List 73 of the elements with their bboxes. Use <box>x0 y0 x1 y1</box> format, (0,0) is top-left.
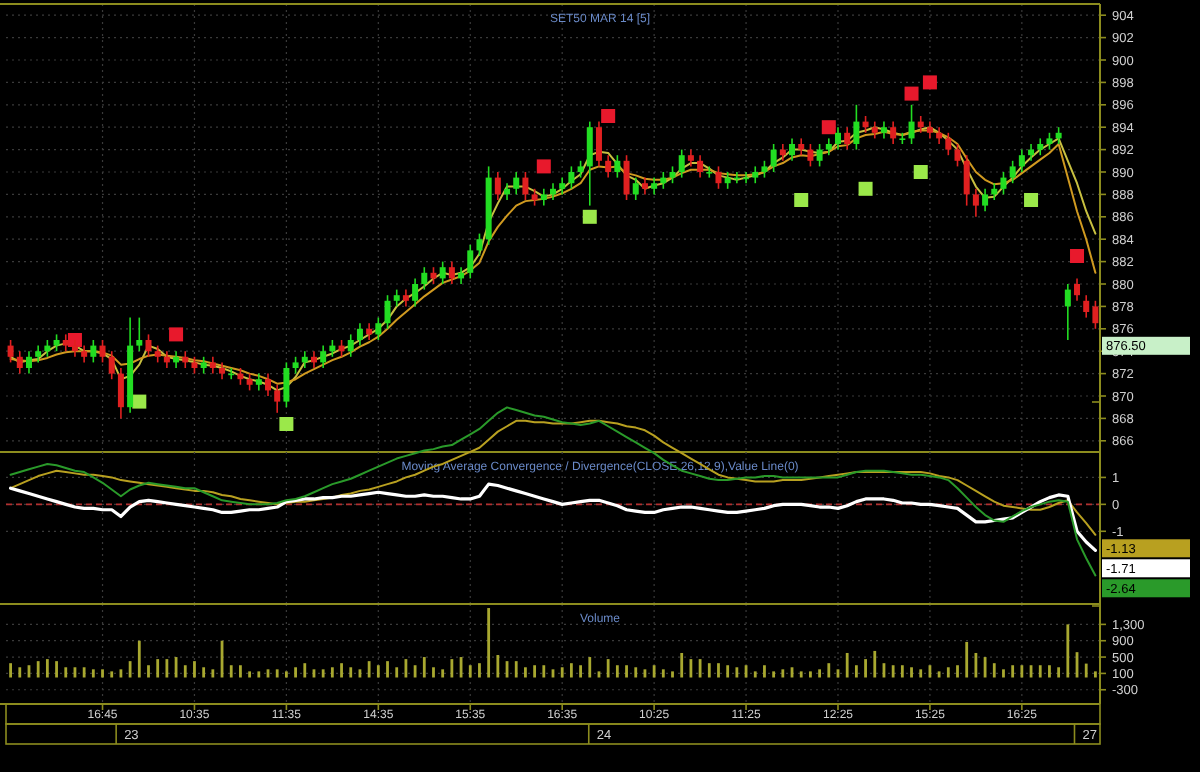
candlestick <box>356 322 363 347</box>
line-series <box>9 482 1097 552</box>
candlestick <box>375 316 382 341</box>
point <box>794 193 809 207</box>
candlestick <box>954 143 961 168</box>
point <box>922 75 937 90</box>
point <box>169 327 184 342</box>
candlestick <box>7 339 14 364</box>
candlestick <box>439 260 446 285</box>
candlestick <box>972 188 979 218</box>
point <box>279 417 294 431</box>
candlestick <box>1074 277 1081 302</box>
candlestick <box>522 171 529 201</box>
candlestick <box>853 104 860 151</box>
point <box>536 159 551 174</box>
candlestick <box>145 333 152 358</box>
candlestick <box>614 154 621 179</box>
candlestick <box>320 344 327 369</box>
candlestick <box>274 384 281 414</box>
candlestick <box>16 350 23 375</box>
candlestick <box>108 350 115 380</box>
candlestick <box>605 154 612 179</box>
candlestick <box>1064 283 1071 341</box>
point <box>821 120 836 135</box>
point <box>1070 249 1085 263</box>
point <box>601 109 616 123</box>
line-series <box>9 406 1097 577</box>
candlestick <box>513 171 520 196</box>
candlestick <box>632 176 639 201</box>
candlestick <box>568 165 575 190</box>
candlestick <box>1000 171 1007 196</box>
candlestick <box>1083 294 1090 319</box>
candlestick <box>908 104 915 145</box>
candlestick <box>421 266 428 291</box>
candlestick <box>945 132 952 156</box>
candlestick <box>265 372 272 397</box>
candlestick <box>706 165 713 179</box>
point <box>582 209 597 224</box>
candlestick <box>90 339 97 364</box>
candlestick <box>678 148 685 179</box>
candlestick <box>136 316 143 352</box>
candlestick <box>816 143 823 168</box>
candlestick <box>448 260 455 285</box>
candlestick <box>770 143 777 173</box>
line-series <box>9 419 1097 536</box>
point <box>904 86 919 101</box>
candlestick <box>467 244 474 280</box>
candlestick <box>586 120 593 207</box>
point <box>1024 193 1039 207</box>
candlestick <box>807 143 814 168</box>
candlestick <box>25 350 32 375</box>
candlestick <box>117 367 124 420</box>
candlestick <box>715 165 722 190</box>
candlestick <box>99 339 106 364</box>
candlestick <box>283 361 290 408</box>
point <box>132 394 147 409</box>
candlestick <box>789 137 796 162</box>
candlestick <box>623 154 630 201</box>
candlestick <box>412 277 419 308</box>
candlestick <box>844 126 851 151</box>
candlestick <box>1009 160 1016 184</box>
candlestick <box>347 333 354 358</box>
candlestick <box>697 154 704 179</box>
candlestick <box>982 188 989 212</box>
candlestick <box>834 126 841 151</box>
point <box>858 181 873 196</box>
point <box>913 165 928 179</box>
candlestick <box>963 154 970 207</box>
candlestick <box>476 232 483 257</box>
candlestick <box>494 171 501 201</box>
candlestick <box>890 120 897 145</box>
candlestick <box>1018 148 1025 173</box>
candlestick <box>384 294 391 330</box>
